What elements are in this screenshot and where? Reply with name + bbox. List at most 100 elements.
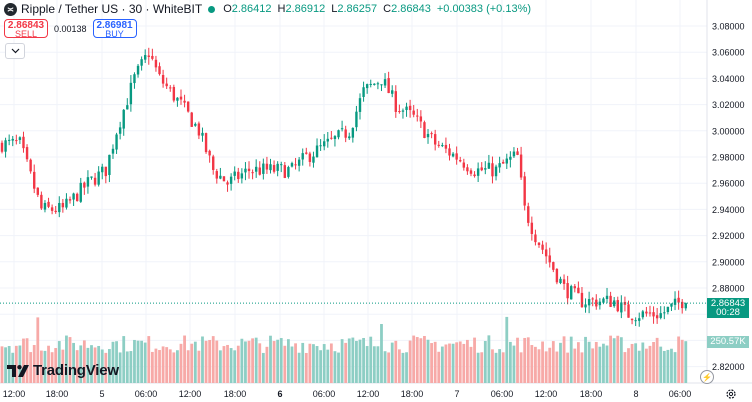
volume-bar xyxy=(580,352,584,383)
volume-bar xyxy=(36,317,40,383)
candle-body xyxy=(648,312,652,314)
y-tick-label: 2.96000 xyxy=(712,179,745,189)
candle-body xyxy=(666,306,670,313)
volume-bar xyxy=(351,337,355,383)
candle-body xyxy=(412,110,415,115)
candle-body xyxy=(469,170,473,174)
collapse-legend-button[interactable] xyxy=(5,43,25,59)
candle-body xyxy=(373,83,376,85)
volume-bar xyxy=(122,336,126,383)
candle-body xyxy=(308,153,312,162)
volume-bar xyxy=(430,343,433,383)
candle-body xyxy=(129,82,133,105)
volume-bar xyxy=(519,352,523,383)
candle-body xyxy=(419,116,423,122)
volume-bar xyxy=(623,352,627,383)
buy-button[interactable]: 2.86981 BUY xyxy=(92,19,137,39)
volume-bar xyxy=(108,349,111,383)
candle-body xyxy=(258,167,261,175)
candle-body xyxy=(18,137,22,140)
volume-bar xyxy=(297,352,301,383)
candle-body xyxy=(416,115,419,117)
volume-bar xyxy=(466,339,469,383)
volume-bar xyxy=(677,336,681,383)
volume-bar xyxy=(233,350,237,383)
volume-bar xyxy=(548,347,552,383)
change-value: +0.00383 (+0.13%) xyxy=(436,3,532,15)
tradingview-brand[interactable]: TradingView xyxy=(7,362,119,379)
volume-bar xyxy=(512,345,516,383)
volume-bar xyxy=(562,336,566,383)
candle-body xyxy=(312,156,315,163)
y-tick-label: 3.08000 xyxy=(712,22,745,32)
volume-bar xyxy=(530,345,534,383)
volume-bar xyxy=(32,345,36,383)
volume-bar xyxy=(265,346,269,383)
volume-bar xyxy=(444,344,448,383)
candle-body xyxy=(577,287,580,294)
volume-bar xyxy=(591,348,595,383)
volume-bar xyxy=(43,350,47,383)
candle-body xyxy=(584,304,587,308)
volume-bar xyxy=(190,343,194,383)
volume-bar xyxy=(143,342,147,383)
volume-bar xyxy=(251,338,254,383)
volume-bar xyxy=(508,341,512,383)
x-tick-label: 06:00 xyxy=(491,389,514,399)
volume-bar xyxy=(93,347,97,383)
spread-value: 0.00138 xyxy=(54,23,87,34)
volume-bar xyxy=(576,342,580,383)
candle-body xyxy=(555,268,559,283)
x-tick-label: 6 xyxy=(277,389,282,399)
volume-bar xyxy=(598,346,602,383)
candle-body xyxy=(65,198,68,208)
volume-value: 250.57K xyxy=(710,336,746,347)
volume-bar xyxy=(655,337,659,383)
volume-bar xyxy=(304,352,308,383)
x-tick-label: 5 xyxy=(99,389,104,399)
candle-body xyxy=(11,138,14,141)
volume-bar xyxy=(684,341,688,383)
volume-bars xyxy=(0,316,688,383)
volume-bar xyxy=(652,341,655,383)
volume-bar xyxy=(616,335,620,383)
sell-button[interactable]: 2.86843 SELL xyxy=(4,19,48,39)
candle-body xyxy=(330,137,333,139)
candle-body xyxy=(165,83,168,87)
volume-bar xyxy=(566,352,570,383)
x-tick-label: 06:00 xyxy=(313,389,336,399)
candle-body xyxy=(523,176,526,206)
x-tick-label: 12:00 xyxy=(3,389,26,399)
candle-body xyxy=(401,110,405,112)
volume-bar xyxy=(487,335,491,383)
volume-bar xyxy=(630,343,634,383)
volume-bar xyxy=(480,352,484,383)
candle-body xyxy=(530,222,534,234)
candle-body xyxy=(158,66,161,75)
candle-body xyxy=(240,173,244,179)
volume-bar xyxy=(172,352,176,383)
bolt-icon[interactable]: ⚡ xyxy=(700,370,714,384)
gear-icon[interactable] xyxy=(725,388,737,400)
volume-bar xyxy=(29,352,33,383)
symbol-title[interactable]: Ripple / Tether US · 30 · WhiteBIT xyxy=(21,2,203,16)
volume-bar xyxy=(555,351,559,383)
volume-bar xyxy=(376,346,380,383)
candle-body xyxy=(677,297,680,303)
candle-body xyxy=(83,182,86,188)
volume-bar xyxy=(337,352,340,383)
volume-bar xyxy=(301,342,305,383)
candle-body xyxy=(391,90,394,94)
candle-body xyxy=(433,134,437,145)
candle-body xyxy=(634,320,637,322)
volume-bar xyxy=(526,337,530,383)
volume-bar xyxy=(469,346,473,383)
candle-body xyxy=(47,201,50,207)
candle-body xyxy=(244,168,247,173)
volume-bar xyxy=(247,340,251,383)
candle-body xyxy=(97,171,100,185)
volume-bar xyxy=(75,350,79,383)
volume-bar xyxy=(390,342,394,383)
candle-body xyxy=(620,302,623,313)
